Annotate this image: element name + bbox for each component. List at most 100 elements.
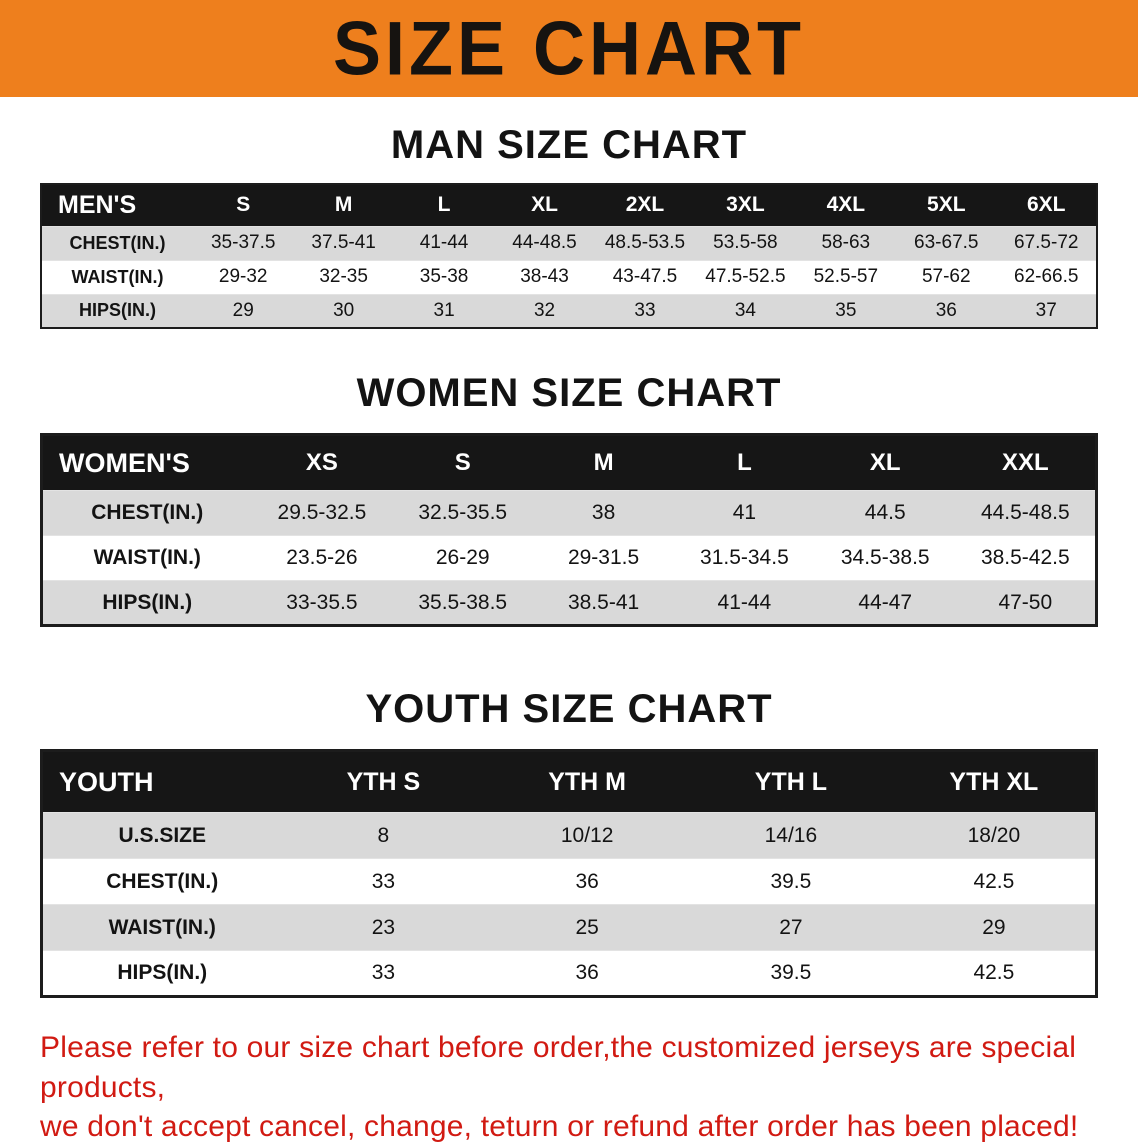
- table-cell: 44.5: [864, 501, 906, 524]
- table-row: HIPS(IN.) 33-35.5 35.5-38.5 38.5-41 41-44 44-…: [41, 580, 1097, 626]
- table-cell: 8: [377, 823, 390, 847]
- women-size-table: WOMEN'S XS S M L XL XXL CHEST(IN.) 29.5-32.5 32.5…: [40, 433, 1098, 627]
- table-cell: 31.5-34.5: [700, 546, 789, 569]
- table-cell: 36: [575, 961, 599, 984]
- table-cell: 29.5-32.5: [277, 501, 367, 524]
- men-section-heading: MAN SIZE CHART: [390, 123, 748, 167]
- table-cell: 41-44: [419, 232, 469, 253]
- table-row: WAIST(IN.) 23.5-26 26-29 29-31.5 31.5-34.5 34…: [41, 535, 1097, 581]
- row-label: HIPS(IN.): [117, 961, 208, 984]
- table-cell: 41: [732, 501, 757, 524]
- table-cell: 18/20: [967, 823, 1021, 847]
- table-cell: 32.5-35.5: [418, 501, 508, 524]
- size-column-header: 4XL: [795, 184, 897, 226]
- men-size-table: MEN'S S M L XL 2XL 3XL 4XL 5XL 6XL CHEST(IN.) 35-37…: [40, 183, 1098, 329]
- size-column-header: S: [193, 184, 294, 226]
- page-title: SIZE CHART: [333, 6, 805, 91]
- table-cell: 43-47.5: [612, 266, 678, 287]
- table-cell: 27: [779, 915, 803, 939]
- table-row: WAIST(IN.) 23 25 27 29: [41, 904, 1097, 951]
- table-cell: 33: [634, 299, 656, 321]
- table-row: HIPS(IN.) 29 30 31 32 33 34 35 36 37: [41, 294, 1097, 328]
- row-label: WAIST(IN.): [108, 915, 216, 939]
- table-cell: 26-29: [435, 546, 490, 569]
- table-cell: 29-32: [218, 266, 268, 287]
- table-header-row: MEN'S S M L XL 2XL 3XL 4XL 5XL 6XL: [41, 184, 1097, 226]
- table-cell: 57-62: [921, 266, 971, 287]
- table-row: HIPS(IN.) 33 36 39.5 42.5: [41, 950, 1097, 997]
- size-column-header: YTH S: [281, 750, 486, 813]
- table-cell: 33: [371, 869, 396, 893]
- size-column-header: YTH L: [689, 750, 893, 813]
- size-column-header: XXL: [955, 434, 1097, 491]
- size-column-header: L: [393, 184, 495, 226]
- size-column-header: 3XL: [695, 184, 796, 226]
- table-cell: 25: [575, 915, 599, 939]
- table-cell: 29: [232, 299, 254, 321]
- table-cell: 38.5-41: [567, 590, 640, 614]
- table-row: CHEST(IN.) 35-37.5 37.5-41 41-44 44-48.5 48.5…: [41, 226, 1097, 260]
- table-cell: 29-31.5: [567, 546, 640, 569]
- row-label: HIPS(IN.): [102, 590, 193, 614]
- table-corner-label: YOUTH: [41, 750, 282, 813]
- row-label: CHEST(IN.): [69, 232, 166, 253]
- table-cell: 62-66.5: [1014, 266, 1079, 287]
- table-cell: 31: [433, 299, 455, 321]
- table-cell: 30: [333, 299, 355, 321]
- table-cell: 39.5: [770, 869, 812, 893]
- table-cell: 63-67.5: [914, 232, 979, 253]
- row-label: WAIST(IN.): [93, 546, 201, 569]
- size-column-header: YTH XL: [892, 750, 1097, 813]
- table-cell: 47.5-52.5: [705, 266, 786, 287]
- size-column-header: XS: [251, 434, 393, 491]
- table-cell: 42.5: [973, 869, 1015, 893]
- table-header-row: WOMEN'S XS S M L XL XXL: [41, 434, 1097, 491]
- table-cell: 32-35: [319, 266, 368, 287]
- table-row: U.S.SIZE 8 10/12 14/16 18/20: [41, 812, 1097, 859]
- youth-section-heading: YOUTH SIZE CHART: [365, 687, 773, 731]
- table-cell: 38: [591, 501, 616, 524]
- banner: SIZE CHART: [0, 0, 1138, 97]
- table-cell: 44-47: [858, 590, 913, 614]
- table-cell: 44-48.5: [512, 232, 577, 253]
- size-column-header: 6XL: [996, 184, 1097, 226]
- table-cell: 33-35.5: [286, 590, 358, 614]
- table-row: CHEST(IN.) 33 36 39.5 42.5: [41, 858, 1097, 905]
- size-column-header: 2XL: [594, 184, 696, 226]
- table-cell: 32: [533, 299, 556, 321]
- size-column-header: YTH M: [485, 750, 689, 813]
- table-cell: 36: [935, 299, 957, 321]
- table-row: WAIST(IN.) 29-32 32-35 35-38 38-43 43-47.5 47.…: [41, 260, 1097, 294]
- size-column-header: M: [533, 434, 674, 491]
- table-corner-label: MEN'S: [41, 184, 193, 226]
- size-column-header: 5XL: [896, 184, 997, 226]
- table-cell: 35: [835, 299, 857, 321]
- table-cell: 23.5-26: [286, 546, 358, 569]
- table-cell: 38.5-42.5: [980, 546, 1070, 569]
- table-cell: 41-44: [717, 590, 772, 614]
- table-cell: 29: [982, 915, 1006, 939]
- disclaimer-line-1: Please refer to our size chart before or…: [40, 1031, 1077, 1104]
- row-label: CHEST(IN.): [106, 869, 219, 893]
- table-cell: 14/16: [764, 823, 818, 847]
- row-label: CHEST(IN.): [91, 501, 204, 524]
- size-column-header: S: [392, 434, 534, 491]
- disclaimer: Please refer to our size chart before or…: [40, 1028, 1118, 1147]
- men-size-section: MAN SIZE CHART MEN'S S M L XL 2XL 3XL 4XL 5XL 6XL…: [0, 121, 1138, 329]
- table-cell: 35-37.5: [210, 232, 276, 253]
- table-cell: 42.5: [973, 961, 1015, 984]
- table-cell: 52.5-57: [813, 266, 879, 287]
- row-label: HIPS(IN.): [78, 300, 156, 321]
- table-cell: 67.5-72: [1014, 232, 1079, 253]
- size-column-header: XL: [814, 434, 956, 491]
- size-column-header: M: [293, 184, 394, 226]
- row-label: U.S.SIZE: [118, 823, 207, 847]
- table-cell: 44.5-48.5: [980, 501, 1070, 524]
- table-cell: 35-38: [419, 266, 469, 287]
- disclaimer-line-2: we don't accept cancel, change, teturn o…: [40, 1110, 1079, 1144]
- table-cell: 58-63: [821, 232, 871, 253]
- table-cell: 34: [734, 299, 756, 321]
- women-size-section: WOMEN SIZE CHART WOMEN'S XS S M L XL XXL CHEST(…: [0, 369, 1138, 627]
- table-cell: 37.5-41: [311, 232, 376, 253]
- table-cell: 39.5: [770, 961, 812, 984]
